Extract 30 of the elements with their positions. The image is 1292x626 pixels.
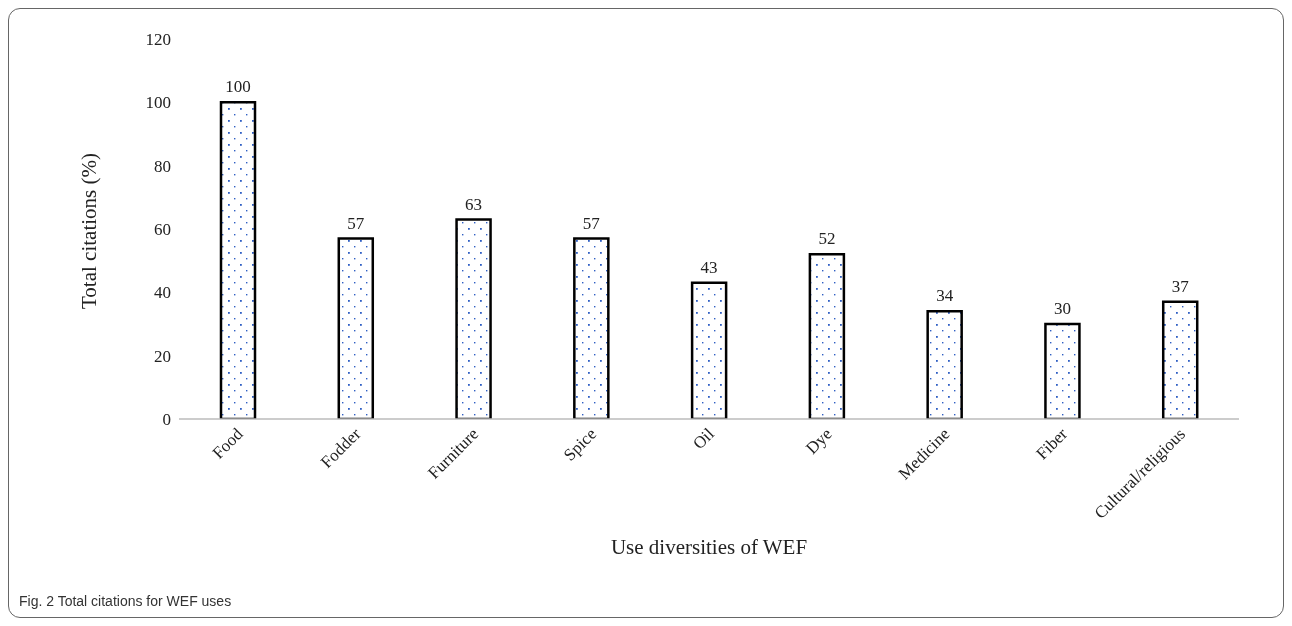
- x-axis-title: Use diversities of WEF: [610, 535, 808, 559]
- x-tick-label: Dye: [802, 424, 836, 458]
- data-label: 30: [1053, 299, 1071, 318]
- bar: [219, 101, 257, 419]
- data-label: 100: [225, 77, 251, 97]
- bar: [1161, 300, 1199, 419]
- data-label: 52: [818, 229, 836, 249]
- bar: [808, 253, 846, 419]
- y-tick-label: 120: [145, 30, 171, 50]
- caption: Fig. 2 Total citations for WEF uses: [19, 593, 232, 609]
- y-tick-label: 20: [154, 346, 171, 366]
- data-label: 63: [465, 194, 483, 214]
- data-label: 43: [700, 257, 718, 277]
- bar: [455, 218, 492, 419]
- y-tick-label: 0: [162, 410, 171, 430]
- y-tick-label: 80: [154, 156, 171, 176]
- data-label: 57: [582, 213, 601, 233]
- data-label: 34: [936, 286, 954, 306]
- data-label: 57: [347, 213, 365, 233]
- bar: [573, 237, 610, 419]
- y-tick-label: 60: [154, 220, 171, 240]
- y-tick-label: 100: [145, 93, 171, 113]
- bar: [690, 281, 728, 419]
- bar: [926, 310, 963, 419]
- data-label: 37: [1171, 276, 1190, 296]
- x-tick-label: Oil: [689, 424, 719, 454]
- bar: [337, 237, 375, 419]
- bar: [1044, 322, 1081, 419]
- y-axis-title: Total citations (%): [77, 153, 102, 309]
- y-tick-label: 40: [154, 283, 171, 303]
